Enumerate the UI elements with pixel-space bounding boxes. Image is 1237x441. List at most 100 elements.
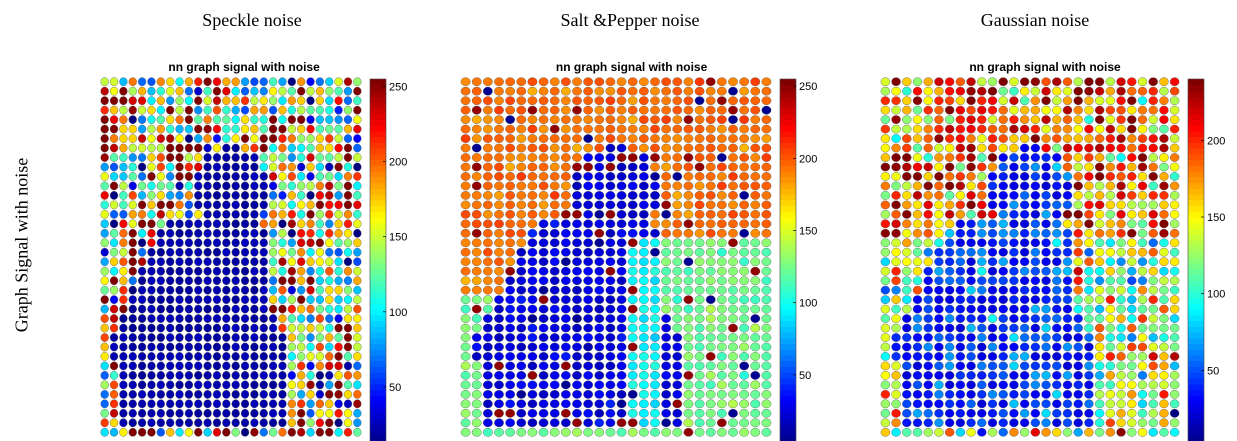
graph-node bbox=[175, 219, 184, 229]
graph-node bbox=[583, 219, 594, 229]
graph-node bbox=[1052, 352, 1062, 361]
graph-node bbox=[1084, 162, 1094, 172]
graph-node bbox=[761, 124, 772, 134]
graph-node bbox=[259, 86, 268, 96]
graph-node bbox=[977, 162, 987, 172]
graph-node bbox=[572, 143, 582, 153]
graph-node bbox=[966, 209, 976, 219]
graph-node bbox=[325, 399, 334, 409]
graph-node bbox=[998, 191, 1008, 200]
graph-node bbox=[923, 162, 933, 172]
graph-node bbox=[694, 162, 705, 172]
graph-node bbox=[1019, 153, 1030, 162]
graph-node bbox=[902, 371, 912, 380]
graph-node bbox=[222, 115, 231, 124]
graph-node bbox=[353, 86, 362, 96]
graph-node bbox=[1169, 162, 1180, 172]
graph-node bbox=[1116, 361, 1126, 371]
graph-node bbox=[549, 77, 560, 87]
colorbar-segment bbox=[370, 153, 386, 161]
graph-node bbox=[1019, 408, 1030, 418]
graph-node bbox=[166, 333, 175, 342]
graph-node bbox=[1019, 134, 1030, 143]
graph-node bbox=[672, 238, 683, 248]
graph-node bbox=[1148, 143, 1158, 153]
graph-node bbox=[100, 247, 109, 257]
graph-node bbox=[1169, 266, 1180, 276]
graph-node bbox=[538, 408, 549, 418]
graph-node bbox=[1084, 276, 1094, 286]
graph-node bbox=[287, 105, 296, 115]
graph-node bbox=[1009, 304, 1019, 314]
graph-node bbox=[325, 380, 334, 390]
graph-node bbox=[1030, 124, 1041, 134]
colorbar-segment bbox=[1188, 355, 1204, 362]
graph-node bbox=[325, 352, 334, 361]
graph-node bbox=[955, 77, 966, 87]
graph-node bbox=[1041, 314, 1051, 323]
graph-node bbox=[944, 361, 955, 371]
graph-node bbox=[353, 153, 362, 162]
graph-node bbox=[516, 361, 527, 371]
graph-node bbox=[716, 285, 727, 295]
graph-node bbox=[259, 333, 268, 342]
colorbar-segment bbox=[1188, 199, 1204, 207]
graph-node bbox=[212, 96, 222, 106]
graph-node bbox=[955, 238, 966, 248]
colorbar-segment bbox=[1188, 314, 1204, 322]
graph-node bbox=[739, 115, 750, 124]
graph-node bbox=[891, 86, 901, 96]
graph-node bbox=[583, 408, 594, 418]
graph-node bbox=[1105, 323, 1116, 333]
graph-node bbox=[923, 342, 933, 352]
graph-node bbox=[661, 427, 672, 437]
graph-node bbox=[750, 266, 761, 276]
graph-node bbox=[128, 228, 137, 238]
graph-node bbox=[184, 314, 194, 323]
graph-node bbox=[137, 314, 147, 323]
graph-node bbox=[1169, 389, 1180, 399]
graph-node bbox=[1073, 181, 1083, 191]
graph-node bbox=[549, 181, 560, 191]
graph-node bbox=[1137, 285, 1148, 295]
graph-node bbox=[966, 247, 976, 257]
graph-node bbox=[334, 124, 343, 134]
graph-node bbox=[998, 361, 1008, 371]
graph-node bbox=[683, 181, 694, 191]
graph-node bbox=[315, 238, 325, 248]
graph-node bbox=[353, 314, 362, 323]
graph-node bbox=[137, 399, 147, 409]
graph-node bbox=[627, 134, 638, 143]
graph-node bbox=[1073, 257, 1083, 267]
graph-node bbox=[343, 77, 353, 87]
graph-node bbox=[128, 143, 137, 153]
graph-node bbox=[325, 228, 334, 238]
graph-node bbox=[240, 295, 250, 304]
graph-node bbox=[761, 314, 772, 323]
graph-node bbox=[1009, 86, 1019, 96]
graph-node bbox=[1073, 304, 1083, 314]
graph-node bbox=[998, 200, 1008, 210]
graph-node bbox=[460, 105, 471, 115]
graph-node bbox=[259, 115, 268, 124]
graph-node bbox=[334, 304, 343, 314]
graph-node bbox=[222, 333, 231, 342]
graph-node bbox=[891, 124, 901, 134]
graph-node bbox=[977, 124, 987, 134]
graph-node bbox=[505, 77, 516, 87]
graph-node bbox=[1041, 304, 1051, 314]
graph-node bbox=[728, 389, 738, 399]
colorbar-segment bbox=[780, 125, 796, 132]
graph-node bbox=[184, 342, 194, 352]
graph-node bbox=[605, 304, 616, 314]
graph-node bbox=[549, 333, 560, 342]
graph-node bbox=[278, 86, 287, 96]
graph-node bbox=[728, 342, 738, 352]
graph-node bbox=[1137, 219, 1148, 229]
graph-node bbox=[923, 266, 933, 276]
graph-node bbox=[683, 408, 694, 418]
graph-node bbox=[297, 200, 306, 210]
graph-node bbox=[966, 181, 976, 191]
graph-node bbox=[705, 162, 716, 172]
graph-node bbox=[880, 342, 891, 352]
